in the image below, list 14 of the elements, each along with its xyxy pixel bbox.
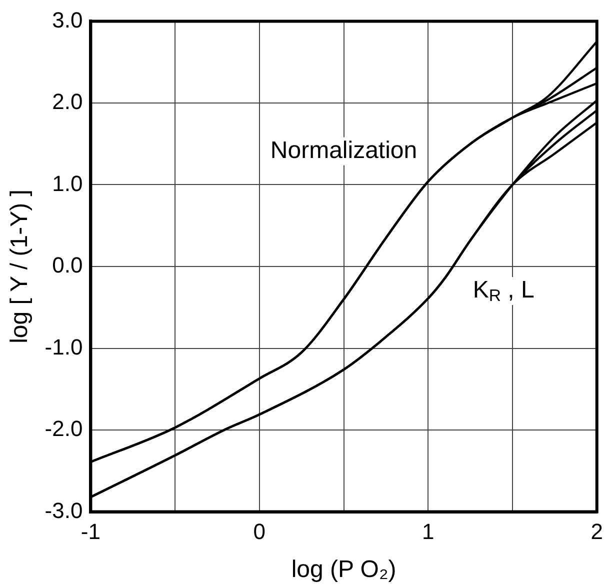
y-tick-label: -1.0	[44, 334, 83, 360]
x-tick-label: 2	[590, 519, 604, 544]
y-tick-label: -3.0	[44, 498, 83, 523]
y-tick-label: 2.0	[52, 89, 83, 114]
x-tick-label: 1	[422, 519, 434, 544]
y-tick-label: 0.0	[52, 252, 83, 278]
x-tick-label: -1	[80, 519, 100, 544]
annotation: Normalization	[270, 136, 418, 164]
y-axis-title: log [ Y / (1-Y) ]	[6, 190, 34, 344]
x-tick-label: 0	[253, 519, 266, 544]
x-axis-title: log (P O₂)	[291, 556, 396, 584]
y-tick-label: 1.0	[52, 170, 83, 196]
y-tick-label: 3.0	[52, 7, 83, 32]
y-tick-label: -2.0	[44, 416, 83, 442]
